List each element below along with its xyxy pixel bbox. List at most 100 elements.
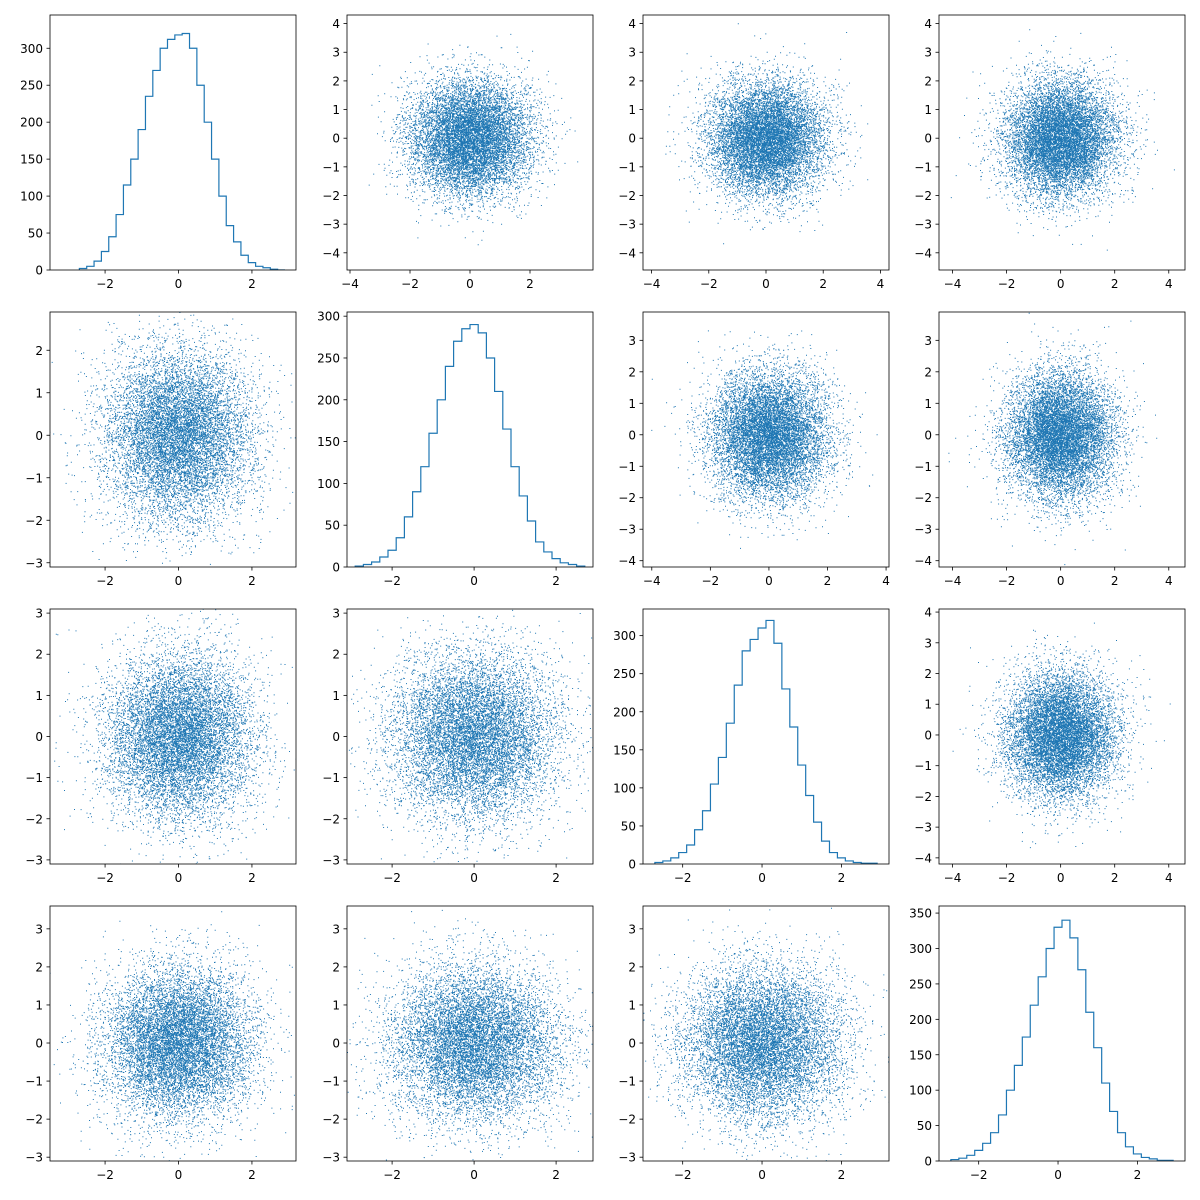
y-tick-label: 150 (613, 743, 636, 757)
y-tick-label: 0 (628, 858, 636, 872)
axes-frame (939, 906, 1185, 1161)
y-tick-label: 50 (325, 519, 340, 533)
x-tick-label: −2 (700, 277, 718, 291)
plot-area (651, 330, 877, 549)
y-tick-label: −3 (25, 1151, 43, 1165)
x-tick-label: −2 (96, 277, 114, 291)
y-tick-label: 3 (628, 334, 636, 348)
y-tick-label: 1 (628, 103, 636, 117)
y-tick-label: 200 (317, 393, 340, 407)
x-tick-label: 0 (1057, 277, 1065, 291)
scatter-points (953, 623, 1171, 849)
x-tick-label: −2 (998, 277, 1016, 291)
y-tick-label: 100 (317, 477, 340, 491)
y-tick-label: 250 (613, 667, 636, 681)
histogram-step-line (655, 620, 877, 864)
y-tick-label: −2 (618, 491, 636, 505)
scatter-points (32, 281, 331, 599)
x-tick-label: 4 (1165, 574, 1173, 588)
y-tick-label: −1 (914, 460, 932, 474)
y-tick-label: 50 (621, 819, 636, 833)
y-tick-label: 2 (332, 960, 340, 974)
y-tick-label: 150 (317, 435, 340, 449)
x-tick-label: 0 (466, 277, 474, 291)
y-tick-label: −2 (914, 491, 932, 505)
histogram-step-line (79, 33, 285, 270)
x-tick-label: −2 (998, 574, 1016, 588)
x-tick-label: −2 (998, 871, 1016, 885)
x-tick-label: 0 (175, 871, 183, 885)
x-tick-label: 2 (838, 1168, 846, 1182)
y-tick-label: 200 (20, 116, 43, 130)
y-tick-label: −3 (25, 556, 43, 570)
y-tick-label: 0 (35, 264, 43, 278)
x-tick-label: 2 (1134, 1168, 1142, 1182)
x-tick-label: 2 (824, 574, 832, 588)
y-tick-label: 0 (332, 730, 340, 744)
plot-area (355, 325, 585, 567)
y-tick-label: 4 (924, 606, 932, 620)
x-tick-label: −2 (96, 574, 114, 588)
y-tick-label: −4 (618, 246, 636, 260)
y-tick-label: 0 (628, 428, 636, 442)
x-tick-label: −4 (643, 574, 661, 588)
y-tick-label: −2 (25, 812, 43, 826)
x-tick-label: 2 (838, 871, 846, 885)
x-tick-label: 0 (758, 871, 766, 885)
y-tick-label: 50 (28, 227, 43, 241)
scatter-points (310, 572, 604, 901)
scatter-points (14, 882, 313, 1200)
y-tick-label: −2 (618, 1113, 636, 1127)
y-tick-label: 2 (628, 365, 636, 379)
y-tick-label: 3 (35, 922, 43, 936)
x-tick-label: 4 (882, 574, 890, 588)
y-tick-label: −3 (914, 218, 932, 232)
y-tick-label: 0 (35, 429, 43, 443)
x-tick-label: 0 (175, 574, 183, 588)
y-tick-label: −2 (322, 189, 340, 203)
y-tick-label: −1 (322, 1075, 340, 1089)
plot-area (655, 620, 877, 864)
axes-frame (347, 312, 593, 567)
y-tick-label: 200 (909, 1013, 932, 1027)
y-tick-label: 3 (628, 922, 636, 936)
y-tick-label: 250 (317, 351, 340, 365)
plot-area (310, 572, 604, 901)
x-tick-label: −2 (702, 574, 720, 588)
y-tick-label: 3 (35, 607, 43, 621)
y-tick-label: 150 (20, 153, 43, 167)
y-tick-label: −4 (914, 851, 932, 865)
y-tick-label: 0 (35, 1037, 43, 1051)
plot-area (369, 34, 601, 245)
y-tick-label: −3 (322, 1151, 340, 1165)
plot-area (620, 893, 900, 1176)
x-tick-label: −2 (383, 574, 401, 588)
y-tick-label: 2 (924, 667, 932, 681)
y-tick-label: 0 (924, 1155, 932, 1169)
y-tick-label: 0 (628, 132, 636, 146)
x-tick-label: −2 (383, 871, 401, 885)
x-tick-label: −2 (383, 1168, 401, 1182)
x-tick-label: −4 (341, 277, 359, 291)
y-tick-label: −1 (914, 160, 932, 174)
x-tick-label: −2 (674, 1168, 692, 1182)
y-tick-label: −2 (322, 812, 340, 826)
y-tick-label: −1 (618, 460, 636, 474)
y-tick-label: −1 (618, 160, 636, 174)
y-tick-label: −3 (914, 821, 932, 835)
y-tick-label: 1 (924, 698, 932, 712)
y-tick-label: 0 (332, 561, 340, 575)
x-tick-label: 2 (552, 871, 560, 885)
plot-area (14, 882, 313, 1200)
y-tick-label: 2 (332, 74, 340, 88)
y-tick-label: 3 (332, 922, 340, 936)
y-tick-label: 1 (332, 103, 340, 117)
x-tick-label: 2 (1111, 574, 1119, 588)
y-tick-label: 3 (924, 636, 932, 650)
